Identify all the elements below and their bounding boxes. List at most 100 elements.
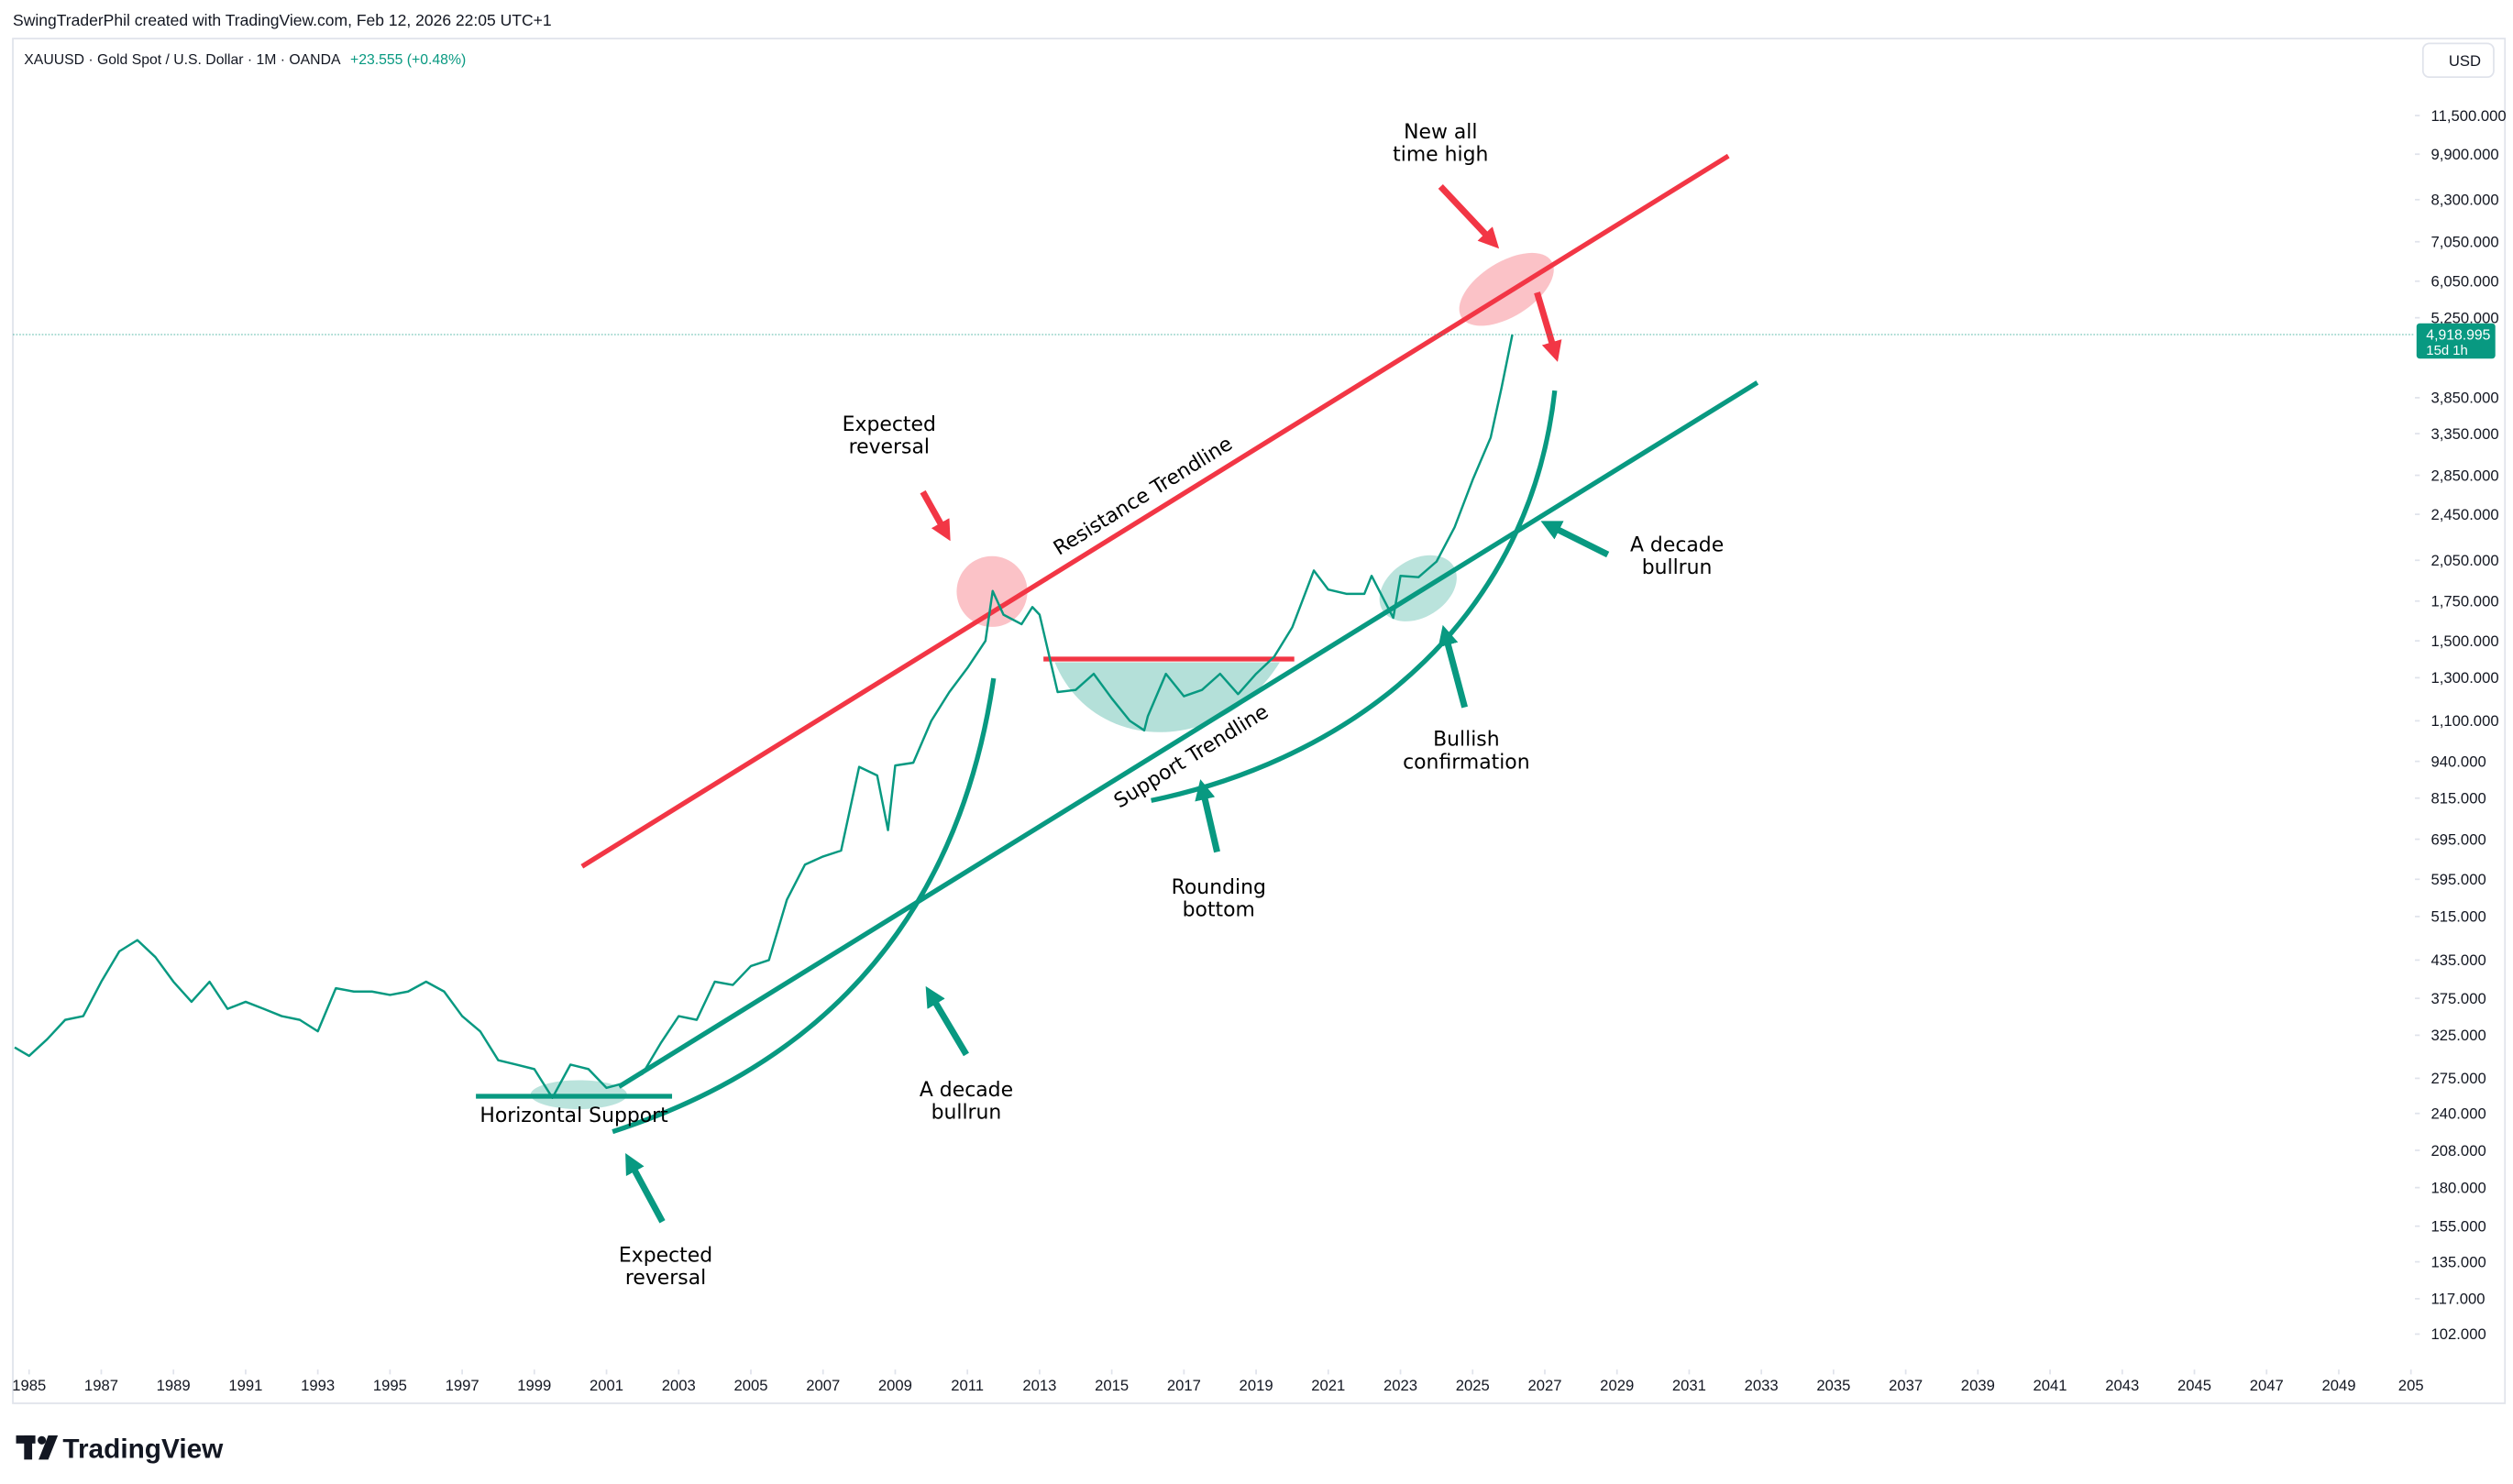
x-tick-label: 2025 bbox=[1456, 1377, 1490, 1394]
annotation-line: reversal bbox=[849, 436, 930, 459]
annotation-line: reversal bbox=[625, 1267, 706, 1290]
resistance-trendline bbox=[580, 153, 1730, 869]
y-tick-label: 2,050.000 bbox=[2431, 552, 2499, 569]
annotation-line: confirmation bbox=[1403, 751, 1529, 774]
x-tick-label: 2047 bbox=[2250, 1377, 2284, 1394]
currency[interactable]: USD bbox=[2449, 52, 2481, 70]
y-tick-label: 180.000 bbox=[2431, 1179, 2486, 1196]
x-tick-label: 1989 bbox=[157, 1377, 191, 1394]
x-tick-label: 2003 bbox=[662, 1377, 696, 1394]
annotation-line: Resistance Trendline bbox=[1050, 433, 1237, 561]
x-tick-label: 1999 bbox=[517, 1377, 551, 1394]
x-tick-label: 2033 bbox=[1745, 1377, 1779, 1394]
countdown: 15d 1h bbox=[2426, 344, 2468, 358]
x-tick-label: 2005 bbox=[733, 1377, 767, 1394]
x-tick-label: 1987 bbox=[84, 1377, 118, 1394]
annotation: Bullish confirmation bbox=[1403, 729, 1529, 775]
x-tick-label: 1995 bbox=[373, 1377, 407, 1394]
arrow bbox=[925, 985, 969, 1057]
annotation: New all time high bbox=[1393, 121, 1488, 167]
y-tick-label: 11,500.000 bbox=[2431, 107, 2507, 125]
y-tick-label: 1,300.000 bbox=[2431, 669, 2499, 687]
x-tick-label: 2043 bbox=[2105, 1377, 2139, 1394]
annotation-line: A decade bbox=[920, 1079, 1013, 1102]
y-tick-label: 815.000 bbox=[2431, 790, 2486, 808]
annotation: Expected reversal bbox=[843, 413, 936, 459]
y-tick-label: 155.000 bbox=[2431, 1218, 2486, 1236]
x-tick-label: 2009 bbox=[878, 1377, 912, 1394]
arrow bbox=[1438, 184, 1500, 249]
y-tick-label: 1,100.000 bbox=[2431, 712, 2499, 730]
annotation-line: New all bbox=[1404, 121, 1477, 144]
logo-text: TradingView bbox=[62, 1435, 224, 1465]
support-trendline bbox=[617, 380, 1759, 1089]
arrow bbox=[1195, 779, 1220, 853]
annotation-line: bottom bbox=[1183, 899, 1255, 922]
y-tick-label: 375.000 bbox=[2431, 990, 2486, 1007]
annotation: Expected reversal bbox=[619, 1245, 712, 1291]
change: +23.555 (+0.48%) bbox=[350, 52, 466, 68]
x-tick-label: 2017 bbox=[1167, 1377, 1201, 1394]
y-tick-label: 325.000 bbox=[2431, 1027, 2486, 1044]
drawings bbox=[476, 153, 1759, 1224]
y-tick-label: 208.000 bbox=[2431, 1142, 2486, 1160]
y-tick-label: 9,900.000 bbox=[2431, 146, 2499, 163]
annotation: Horizontal Support bbox=[479, 1105, 668, 1127]
logo-icon bbox=[38, 1435, 47, 1445]
symbol-line: XAUUSD · Gold Spot / U.S. Dollar · 1M · … bbox=[24, 52, 466, 68]
arrow bbox=[1540, 521, 1610, 558]
logo-icon bbox=[39, 1435, 59, 1460]
x-tick-label: 2023 bbox=[1383, 1377, 1417, 1394]
y-tick-label: 1,750.000 bbox=[2431, 593, 2499, 610]
parabolic-curve bbox=[1151, 390, 1558, 803]
x-tick-label: 2049 bbox=[2321, 1377, 2355, 1394]
annotation-line: Expected bbox=[619, 1245, 712, 1268]
arrow bbox=[1438, 624, 1468, 709]
price-line bbox=[14, 334, 1514, 1099]
chart-frame bbox=[12, 38, 2507, 1404]
y-tick-label: 275.000 bbox=[2431, 1070, 2486, 1087]
y-tick-label: 102.000 bbox=[2431, 1325, 2486, 1343]
x-tick-label: 2007 bbox=[806, 1377, 840, 1394]
x-tick-label: 2011 bbox=[951, 1377, 984, 1394]
logo-icon bbox=[24, 1435, 33, 1460]
y-tick-label: 6,050.000 bbox=[2431, 273, 2499, 291]
annotation: A decade bullrun bbox=[1630, 534, 1724, 580]
y-tick-label: 117.000 bbox=[2431, 1291, 2485, 1308]
last-price-label: 4,918.995 bbox=[2426, 327, 2490, 343]
annotation-line: time high bbox=[1393, 143, 1488, 166]
x-tick-label: 2021 bbox=[1311, 1377, 1345, 1394]
x-tick-label: 2031 bbox=[1672, 1377, 1706, 1394]
x-tick-label: 2045 bbox=[2177, 1377, 2211, 1394]
last-price-box bbox=[2416, 323, 2496, 359]
x-tick-label: 1993 bbox=[301, 1377, 335, 1394]
y-tick-label: 2,850.000 bbox=[2431, 467, 2499, 484]
annotation: Rounding bottom bbox=[1172, 876, 1266, 922]
author-line: SwingTraderPhil created with TradingView… bbox=[13, 11, 552, 29]
currency-button[interactable] bbox=[2421, 42, 2495, 79]
x-tick-label: 205 bbox=[2398, 1377, 2424, 1394]
annotation: Resistance Trendline bbox=[1050, 433, 1237, 561]
x-tick-label: 2013 bbox=[1022, 1377, 1056, 1394]
logo: TradingView bbox=[16, 1435, 224, 1465]
annotation-line: Bullish bbox=[1433, 729, 1499, 752]
annotation-line: Horizontal Support bbox=[479, 1105, 668, 1127]
parabolic-curve bbox=[612, 677, 997, 1135]
y-tick-label: 240.000 bbox=[2431, 1105, 2486, 1123]
x-tick-label: 2015 bbox=[1095, 1377, 1129, 1394]
x-tick-label: 2029 bbox=[1600, 1377, 1634, 1394]
y-tick-label: 595.000 bbox=[2431, 871, 2486, 888]
arrow bbox=[1534, 291, 1562, 362]
x-tick-label: 1997 bbox=[446, 1377, 479, 1394]
y-tick-label: 695.000 bbox=[2431, 830, 2486, 848]
y-tick-label: 2,450.000 bbox=[2431, 506, 2499, 523]
symbol: XAUUSD · Gold Spot / U.S. Dollar · 1M · … bbox=[24, 52, 341, 68]
annotation-line: A decade bbox=[1630, 534, 1724, 557]
y-tick-label: 435.000 bbox=[2431, 951, 2486, 969]
x-tick-label: 2039 bbox=[1961, 1377, 1995, 1394]
annotation-line: Expected bbox=[843, 413, 936, 436]
y-tick-label: 3,350.000 bbox=[2431, 425, 2499, 443]
y-tick-label: 1,500.000 bbox=[2431, 632, 2499, 650]
arrow bbox=[920, 489, 951, 542]
